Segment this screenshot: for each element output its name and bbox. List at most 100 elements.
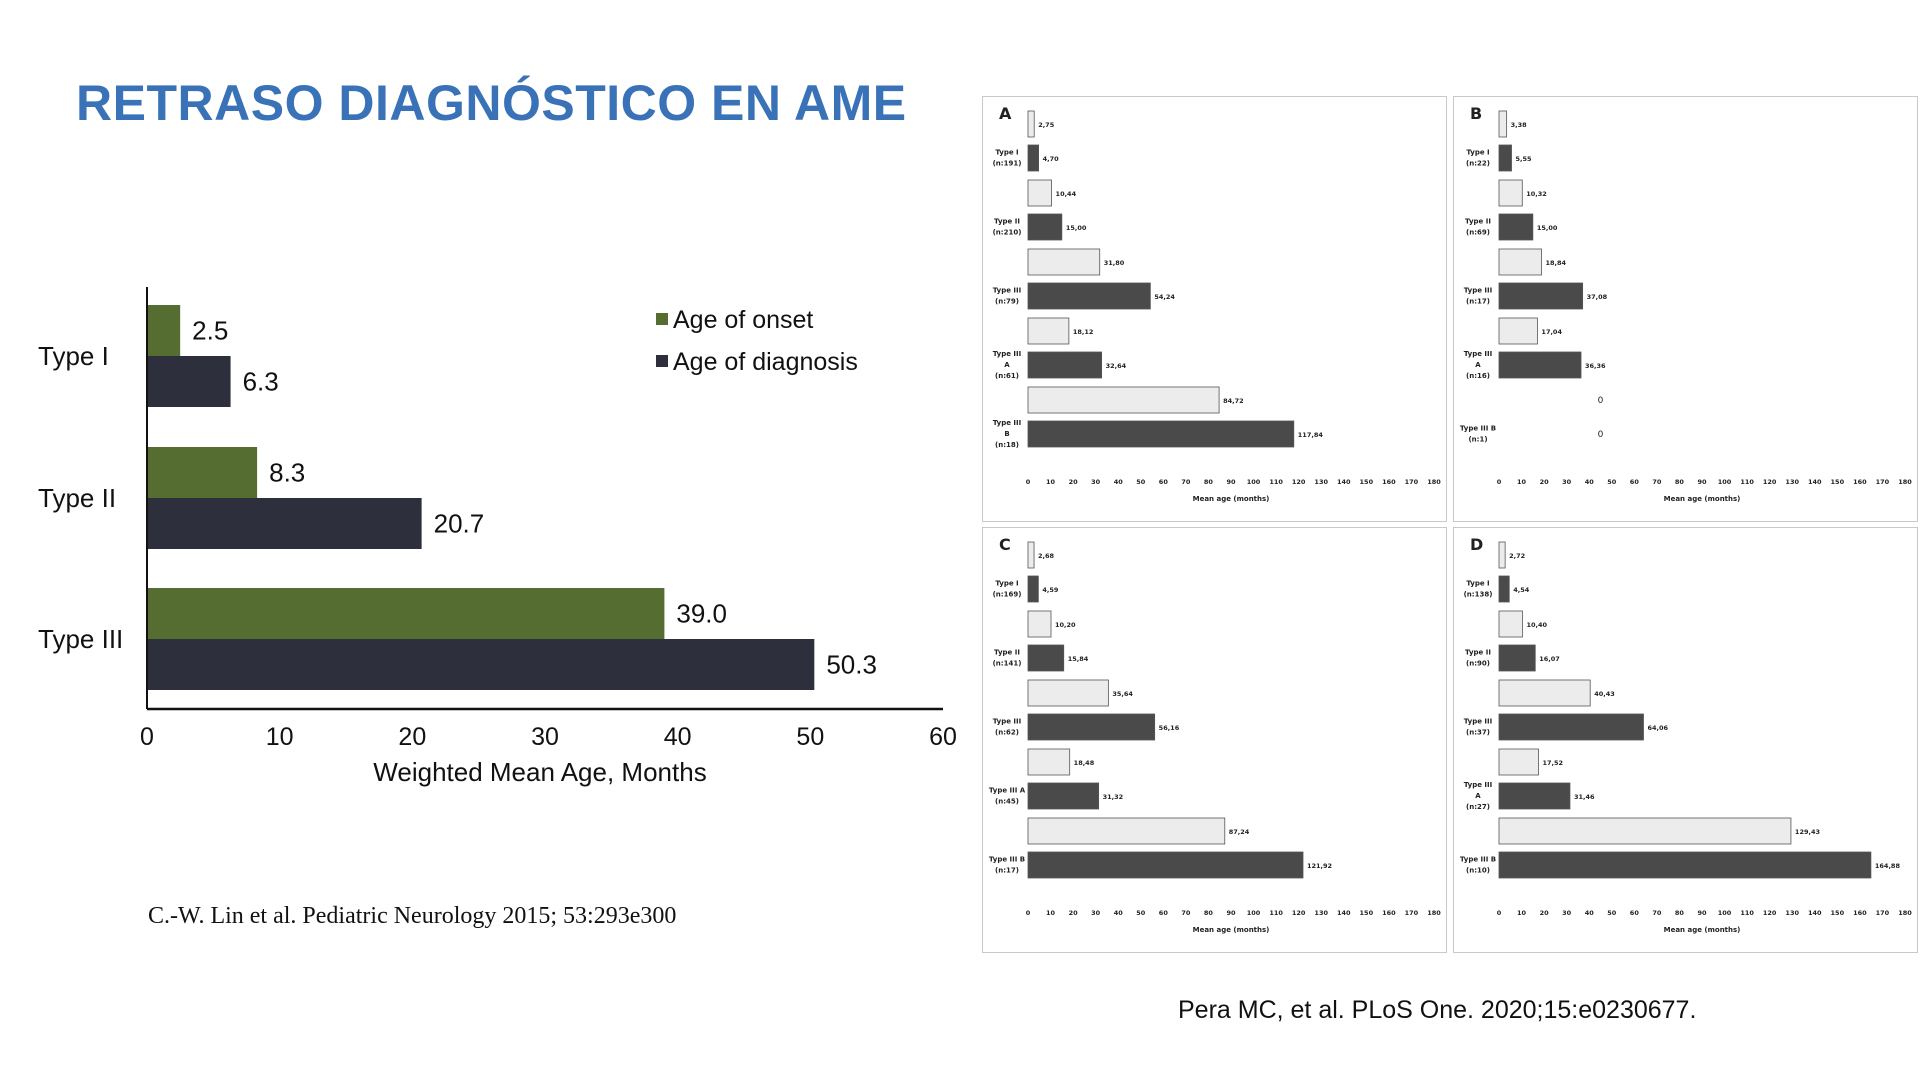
panel-bar [1498, 748, 1539, 776]
panel-d-svg: D 2,72 4,54 Type I (n:138) 10,40 16,07 Type II (… [1460, 535, 1912, 934]
legend-label: Age of diagnosis [673, 348, 858, 376]
panel-category-label: (n:17) [1466, 298, 1490, 306]
panel-x-tick-label: 140 [1808, 478, 1822, 486]
data-label: 8.3 [269, 458, 305, 488]
panel-category-label: (n:169) [993, 591, 1022, 599]
panel-category-label: (n:79) [995, 298, 1019, 306]
panel-bar [1027, 213, 1063, 241]
panel-bar [1498, 679, 1591, 707]
panel-x-tick-label: 70 [1181, 909, 1191, 917]
panel-category-label: Type II [1465, 218, 1491, 226]
panel-category-label: Type III [1464, 718, 1493, 726]
panel-category-label: Type I [995, 149, 1018, 157]
panel-category-label: Type III B [989, 856, 1025, 864]
panel-bar [1027, 679, 1109, 707]
panel-category-label: (n:90) [1466, 660, 1490, 668]
bar-type-i-onset [147, 305, 181, 356]
bar-type-iii-diagnosis [147, 639, 815, 690]
panel-bar [1498, 110, 1508, 138]
panel-bar-label: 2,75 [1038, 121, 1055, 129]
legend-swatch [656, 355, 668, 367]
panel-category-label: (n:141) [993, 660, 1022, 668]
bar-type-ii-diagnosis [147, 498, 422, 549]
bar-type-ii-onset [147, 447, 258, 498]
bar-type-i-diagnosis [147, 356, 231, 407]
panel-x-tick-label: 0 [1497, 909, 1502, 917]
panel-category-label: (n:1) [1468, 436, 1487, 444]
panel-category-label: Type I [1466, 580, 1489, 588]
panel-x-tick-label: 30 [1091, 478, 1101, 486]
panel-bar [1498, 213, 1534, 241]
panel-category-label: Type III B [1460, 856, 1496, 864]
panel-x-tick-label: 150 [1831, 909, 1845, 917]
panel-x-tick-label: 180 [1427, 909, 1441, 917]
panel-x-tick-label: 50 [1136, 478, 1146, 486]
panel-x-tick-label: 10 [1517, 478, 1527, 486]
panel-bar-label: 17,04 [1541, 328, 1562, 336]
panel-bar-label: 121,92 [1307, 862, 1332, 870]
panel-x-tick-label: 150 [1360, 909, 1374, 917]
category-label: Type II [38, 483, 116, 513]
panel-category-label: Type III A [989, 787, 1026, 795]
panel-x-tick-label: 170 [1405, 478, 1419, 486]
x-axis-title: Weighted Mean Age, Months [373, 757, 706, 787]
data-label: 2.5 [192, 316, 228, 346]
panel-x-tick-label: 100 [1718, 478, 1732, 486]
panel-bar [1498, 351, 1582, 379]
panel-bar [1498, 317, 1538, 345]
panel-category-label: (n:45) [995, 798, 1019, 806]
panel-category-label: (n:138) [1464, 591, 1493, 599]
panel-bar-label: 84,72 [1223, 397, 1244, 405]
panel-bar-label: 0 [1598, 430, 1604, 440]
panel-d-chart: D 2,72 4,54 Type I (n:138) 10,40 16,07 Type II (… [1453, 527, 1918, 953]
panel-x-tick-label: 130 [1314, 478, 1328, 486]
panel-letter: B [1470, 104, 1482, 123]
x-tick-label: 30 [531, 723, 559, 751]
panel-bar [1027, 851, 1304, 879]
panel-bar-label: 0 [1598, 396, 1604, 406]
panel-x-tick-label: 80 [1204, 909, 1214, 917]
panel-letter: A [999, 104, 1012, 123]
panel-bar-label: 10,20 [1055, 621, 1076, 629]
panel-bar [1027, 351, 1103, 379]
panel-bar [1027, 782, 1100, 810]
panel-x-tick-label: 0 [1026, 909, 1031, 917]
panel-bar-label: 17,52 [1543, 759, 1564, 767]
panel-x-tick-label: 90 [1697, 909, 1707, 917]
panel-x-tick-label: 120 [1292, 478, 1306, 486]
panel-x-axis-title: Mean age (months) [1193, 495, 1270, 503]
panel-x-axis-title: Mean age (months) [1664, 495, 1741, 503]
panel-bar [1027, 248, 1101, 276]
panel-x-tick-label: 70 [1652, 909, 1662, 917]
legend-label: Age of onset [673, 306, 813, 334]
panel-category-label: (n:27) [1466, 803, 1490, 811]
panel-bar [1498, 644, 1536, 672]
panel-bar-label: 36,36 [1585, 362, 1606, 370]
panel-bar-label: 31,80 [1104, 259, 1125, 267]
panel-x-tick-label: 140 [1808, 909, 1822, 917]
panel-x-tick-label: 60 [1159, 478, 1169, 486]
panel-x-tick-label: 120 [1763, 909, 1777, 917]
panel-x-tick-label: 60 [1159, 909, 1169, 917]
panel-x-tick-label: 10 [1517, 909, 1527, 917]
panel-bar [1027, 110, 1035, 138]
panel-x-tick-label: 20 [1069, 909, 1079, 917]
data-label: 20.7 [434, 509, 485, 539]
data-label: 39.0 [676, 599, 727, 629]
panel-category-label: Type III [1464, 350, 1493, 358]
category-label: Type III [38, 624, 123, 654]
panel-category-label: Type III [1464, 781, 1493, 789]
panel-x-tick-label: 100 [1247, 478, 1261, 486]
panel-x-tick-label: 160 [1382, 478, 1396, 486]
category-label: Type I [38, 341, 109, 371]
panel-x-tick-label: 0 [1497, 478, 1502, 486]
panel-x-tick-label: 30 [1562, 909, 1572, 917]
panel-bar [1498, 144, 1512, 172]
panel-x-tick-label: 70 [1181, 478, 1191, 486]
panel-bar [1498, 541, 1506, 569]
panel-x-tick-label: 60 [1630, 478, 1640, 486]
citation-right: Pera MC, et al. PLoS One. 2020;15:e02306… [1178, 996, 1697, 1024]
panel-x-tick-label: 140 [1337, 478, 1351, 486]
citation-left: C.-W. Lin et al. Pediatric Neurology 201… [148, 903, 677, 929]
panel-bar [1498, 782, 1571, 810]
